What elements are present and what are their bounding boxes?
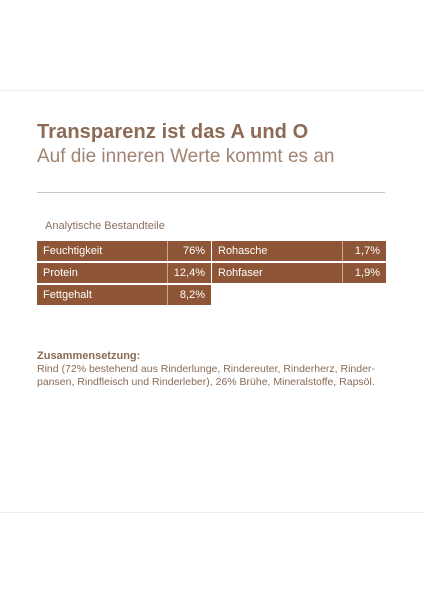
top-rule xyxy=(0,90,424,91)
analysis-row: Rohasche 1,7% xyxy=(212,241,386,261)
analysis-label: Analytische Bestandteile xyxy=(45,220,165,232)
analysis-row-value: 1,7% xyxy=(354,245,380,257)
cell-separator xyxy=(342,241,343,261)
analysis-row-label: Feuchtigkeit xyxy=(43,245,103,257)
analysis-row-value: 1,9% xyxy=(354,267,380,279)
composition-text: Rind (72% bestehend aus Rinderlunge, Rin… xyxy=(37,363,375,388)
analysis-row-label: Rohfaser xyxy=(218,267,263,279)
analysis-row-label: Protein xyxy=(43,267,78,279)
page-subtitle: Auf die inneren Werte kommt es an xyxy=(37,146,335,167)
analysis-row-label: Rohasche xyxy=(218,245,268,257)
analysis-row: Fettgehalt 8,2% xyxy=(37,285,211,305)
bottom-rule xyxy=(0,512,424,513)
analysis-row: Rohfaser 1,9% xyxy=(212,263,386,283)
analysis-row: Protein 12,4% xyxy=(37,263,211,283)
cell-separator xyxy=(167,263,168,283)
analysis-row-value: 8,2% xyxy=(179,289,205,301)
cell-separator xyxy=(342,263,343,283)
composition-heading: Zusammensetzung: xyxy=(37,350,141,362)
title-divider xyxy=(37,192,385,193)
cell-separator xyxy=(167,285,168,305)
analysis-row: Feuchtigkeit 76% xyxy=(37,241,211,261)
analysis-row-value: 12,4% xyxy=(173,267,205,279)
page-title: Transparenz ist das A und O xyxy=(37,121,309,143)
analysis-row-value: 76% xyxy=(182,245,205,257)
analysis-row-label: Fettgehalt xyxy=(43,289,92,301)
cell-separator xyxy=(167,241,168,261)
